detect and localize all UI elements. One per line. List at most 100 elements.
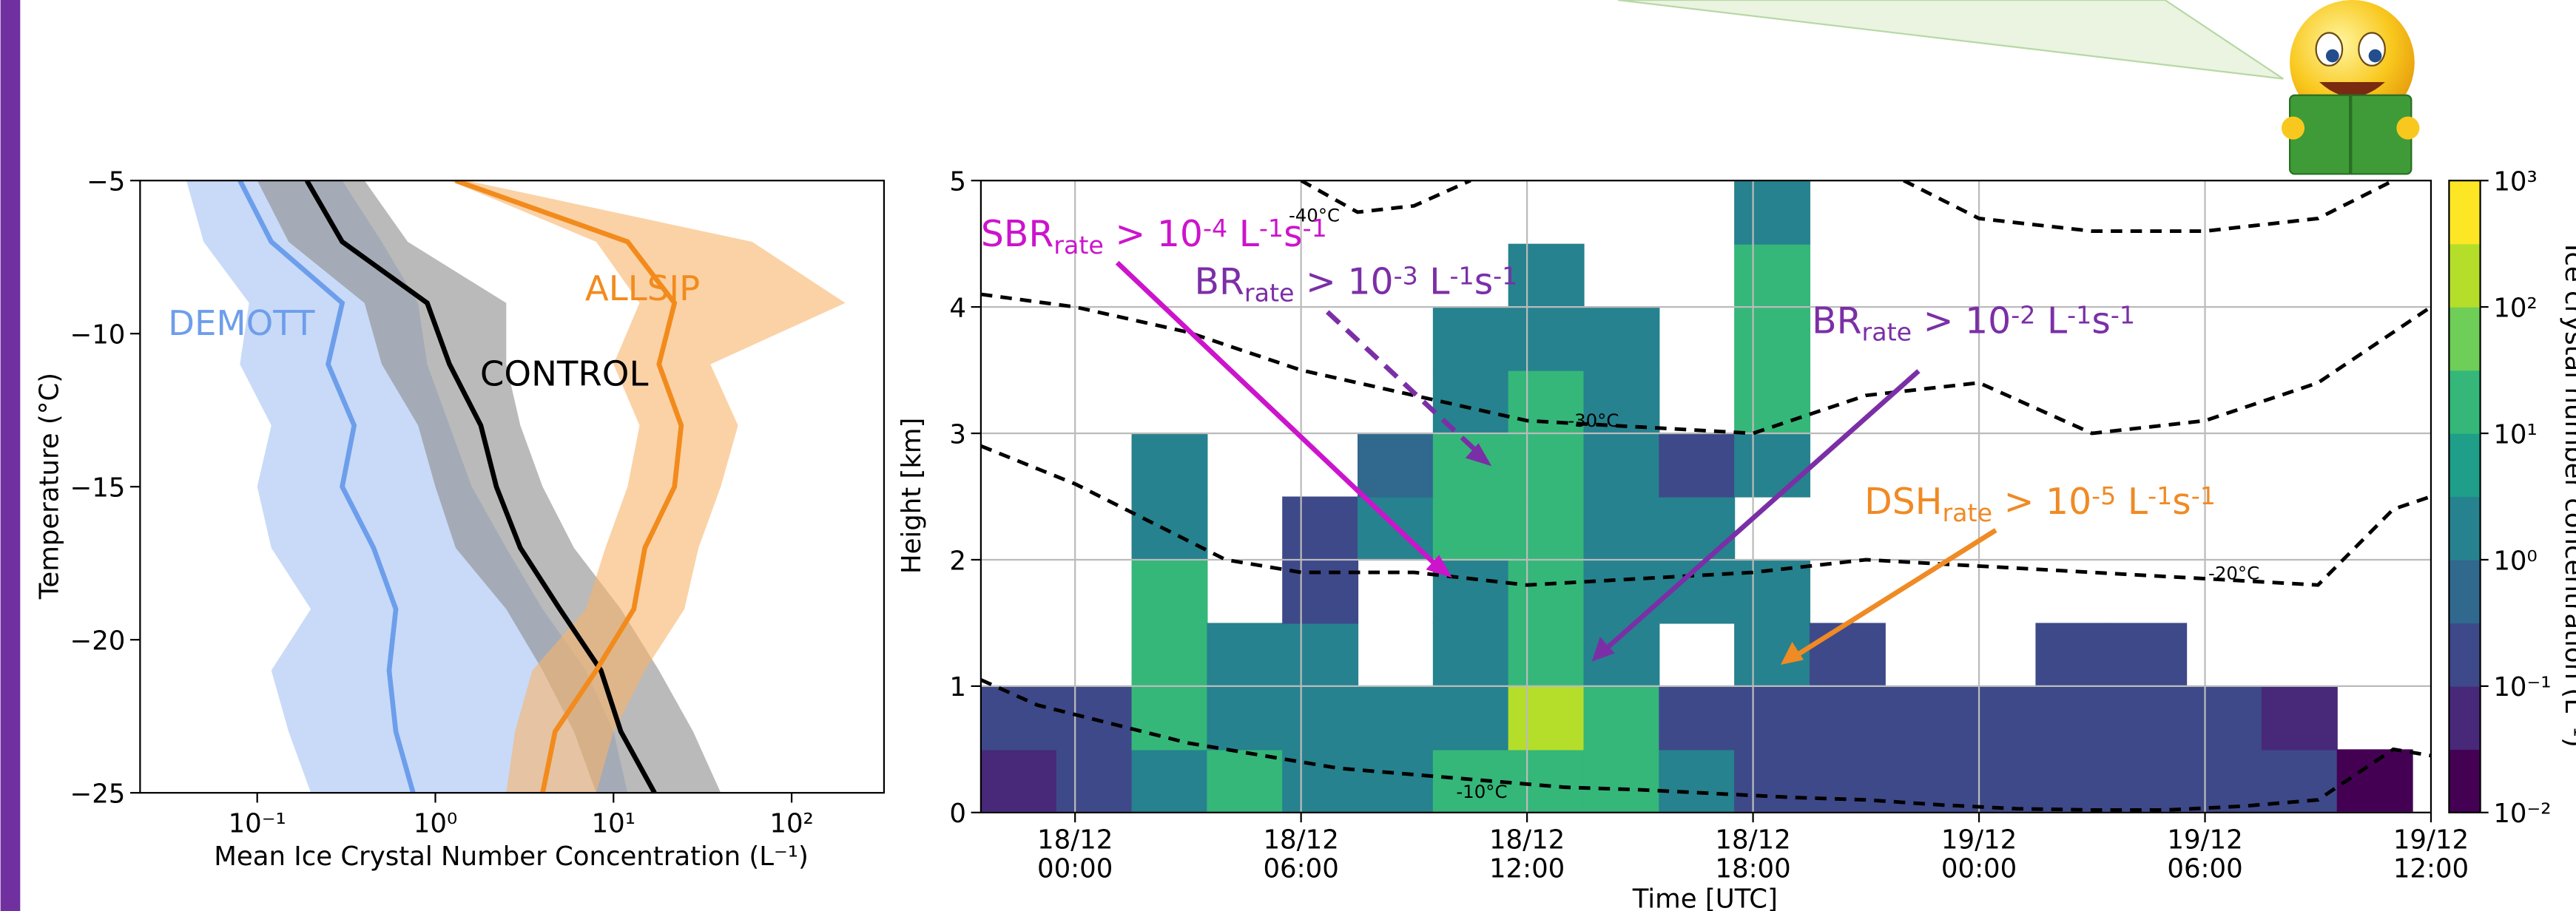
concentration-cell	[1809, 623, 1886, 687]
concentration-cell	[1583, 496, 1660, 561]
x-tick-label: 10¹	[592, 808, 635, 839]
concentration-cell	[1734, 243, 1811, 308]
concentration-cell	[2186, 749, 2263, 813]
concentration-cell	[2186, 685, 2263, 751]
y-axis-label: Height [km]	[897, 418, 927, 574]
concentration-cell	[1508, 307, 1585, 371]
annotation-part: L	[1418, 260, 1450, 302]
y-tick-label: −10	[70, 319, 125, 350]
annotation-part: -1	[2111, 300, 2135, 329]
isotherm	[980, 292, 2431, 436]
concentration-cell	[1207, 749, 1284, 813]
annotation-part: rate	[1053, 231, 1104, 260]
concentration-cell	[1508, 243, 1585, 308]
isotherm-label: -20°C	[2208, 563, 2259, 584]
concentration-cell	[2111, 685, 2188, 751]
annotation-part: > 10	[1992, 481, 2091, 523]
concentration-cell	[1583, 685, 1660, 751]
concentration-cell	[1508, 623, 1585, 687]
concentration-cell	[1809, 749, 1886, 813]
colorbar-tick-label: 10³	[2493, 166, 2537, 197]
concentration-cell	[1358, 685, 1434, 751]
x-tick-label: 18/12 06:00	[1263, 825, 1338, 884]
colorbar-band	[2449, 749, 2481, 813]
annotation-part: BR	[1194, 260, 1244, 302]
annotation-arrows	[1115, 260, 1997, 666]
x-tick-label: 18/12 18:00	[1715, 825, 1790, 884]
concentration-cell	[1131, 559, 1208, 624]
x-tick-label: 10⁻¹	[229, 808, 286, 839]
concentration-cell	[2035, 685, 2112, 751]
concentration-cell	[1432, 623, 1509, 687]
isotherm-label: -30°C	[1568, 410, 1619, 431]
annotation-part: rate	[1244, 278, 1295, 307]
colorbar-band	[2449, 243, 2481, 308]
profile-chart: DEMOTT CONTROL ALLSIP Mean Ice Crystal N…	[34, 166, 886, 872]
colorbar-tick-label: 10⁻²	[2493, 799, 2551, 829]
annotation-part: DSH	[1864, 481, 1942, 523]
concentration-cell	[1508, 559, 1585, 624]
concentration-cell	[1960, 685, 2037, 751]
colorbar-band	[2449, 370, 2481, 434]
series-line	[304, 180, 657, 793]
annotation-part: L	[2035, 300, 2067, 342]
annotation-part: > 10	[1295, 260, 1394, 302]
y-tick-label: 1	[949, 672, 966, 702]
annotation-part: -1	[1450, 261, 1474, 290]
concentration-cell	[1960, 749, 2037, 813]
colorbar-band	[2449, 623, 2481, 687]
colorbar-tick-label: 10²	[2493, 293, 2537, 323]
concentration-cell	[1734, 433, 1811, 498]
concentration-cell	[1131, 749, 1208, 813]
colorbar-band	[2449, 559, 2481, 624]
annotation-part: s	[1284, 213, 1302, 255]
concentration-cell	[980, 749, 1057, 813]
series-line	[454, 180, 684, 793]
concentration-cell	[1131, 496, 1208, 561]
concentration-cell	[1659, 685, 1736, 751]
concentration-cell	[2111, 623, 2188, 687]
side-bar	[0, 0, 21, 911]
concentration-cell	[1659, 496, 1736, 561]
annotation: DSHrate > 10-5 L-1s-1	[1864, 481, 2216, 527]
colorbar-band	[2449, 307, 2481, 371]
annotation-part: SBR	[981, 213, 1053, 255]
concentration-cell	[1659, 433, 1736, 498]
annotation-part: -1	[1493, 261, 1517, 290]
concentration-cell	[1432, 685, 1509, 751]
annotation-part: > 10	[1912, 300, 2011, 342]
series-label: DEMOTT	[168, 303, 315, 343]
annotation-part: -3	[1394, 261, 1418, 290]
speech-bubble	[1618, 0, 2284, 80]
annotation-part: -4	[1203, 214, 1227, 243]
colorbar-tick-label: 10⁻¹	[2493, 672, 2551, 702]
annotation-part: L	[2116, 481, 2148, 523]
annotation-part: -1	[2067, 300, 2091, 329]
concentration-cell	[1659, 749, 1736, 813]
isotherm	[1300, 180, 2395, 233]
contour-chart: -40°C -30°C -20°C -10°C Time [UTC] Height […	[897, 166, 2576, 911]
concentration-cell	[1583, 307, 1660, 371]
concentration-cell	[2111, 749, 2188, 813]
colorbar-tick-label: 10¹	[2493, 419, 2537, 450]
series-line	[237, 180, 416, 793]
concentration-cell	[1207, 685, 1284, 751]
colorbar-frame	[2448, 180, 2481, 813]
concentration-cell	[1131, 433, 1208, 498]
annotation-part: BR	[1812, 300, 1861, 342]
annotation-part: -1	[2148, 481, 2172, 510]
concentration-cell	[1056, 749, 1133, 813]
concentration-cell	[1734, 685, 1811, 751]
colorbar-band	[2449, 180, 2481, 245]
x-tick-label: 19/12 00:00	[1941, 825, 2017, 884]
concentration-cell	[1207, 623, 1284, 687]
concentration-cell	[1583, 749, 1660, 813]
reading-emoji	[2281, 0, 2420, 175]
concentration-cell	[1282, 623, 1359, 687]
x-axis-label: Time [UTC]	[1632, 884, 1778, 911]
x-tick-label: 10⁰	[414, 808, 457, 839]
y-tick-label: −15	[70, 473, 125, 503]
colorbar-band	[2449, 496, 2481, 561]
annotation-part: s	[2091, 300, 2110, 342]
